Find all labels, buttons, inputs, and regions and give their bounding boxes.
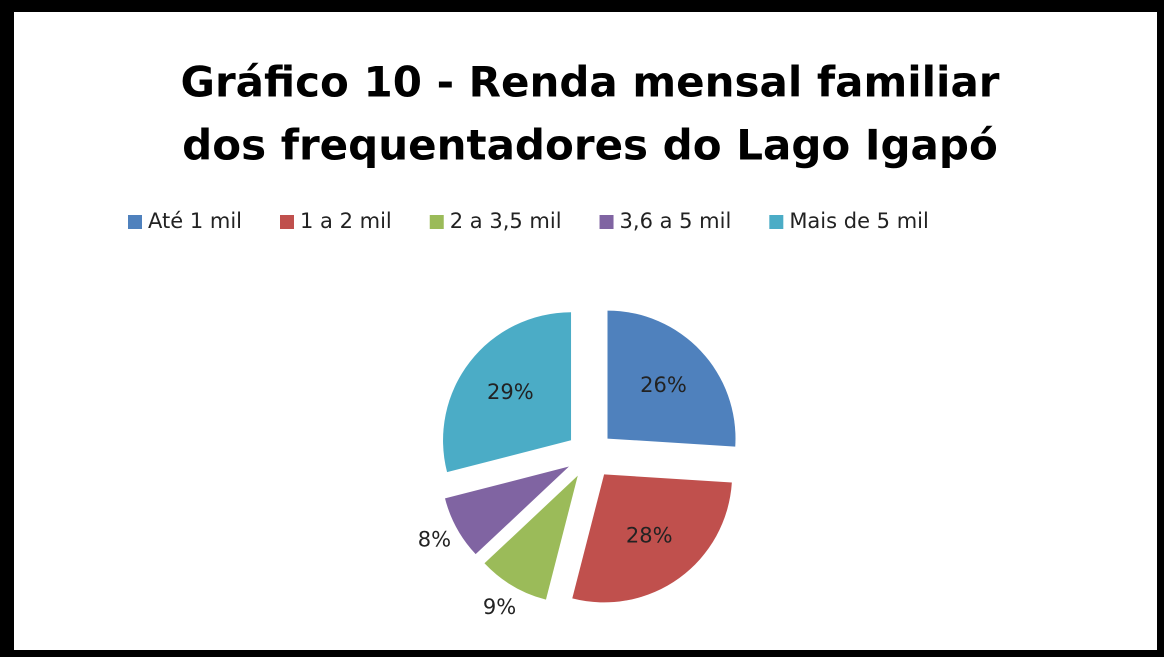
pie-slice: [443, 312, 572, 473]
chart-title: dos frequentadores do Lago Igapó: [182, 121, 998, 170]
legend-swatch: [280, 215, 294, 229]
plot-area: [14, 12, 1157, 650]
legend-label: 3,6 a 5 mil: [620, 209, 732, 233]
legend-label: Até 1 mil: [148, 209, 242, 233]
chart-title: Gráfico 10 - Renda mensal familiar: [180, 58, 999, 107]
pie-slice: [444, 466, 569, 555]
data-label: 29%: [487, 380, 534, 404]
data-label: 8%: [418, 528, 451, 552]
legend-label: Mais de 5 mil: [789, 209, 929, 233]
pie-slice: [607, 310, 736, 447]
data-label: 9%: [483, 595, 516, 619]
legend-swatch: [599, 215, 614, 229]
pie-slice: [572, 474, 732, 603]
legend-swatch: [429, 215, 444, 229]
pie-slice: [484, 475, 578, 600]
legend-swatch: [769, 215, 784, 229]
legend-swatch: [128, 215, 142, 229]
data-label: 26%: [640, 373, 687, 397]
legend-label: 1 a 2 mil: [300, 209, 392, 233]
legend-label: 2 a 3,5 mil: [450, 209, 562, 233]
data-label: 28%: [626, 524, 673, 548]
